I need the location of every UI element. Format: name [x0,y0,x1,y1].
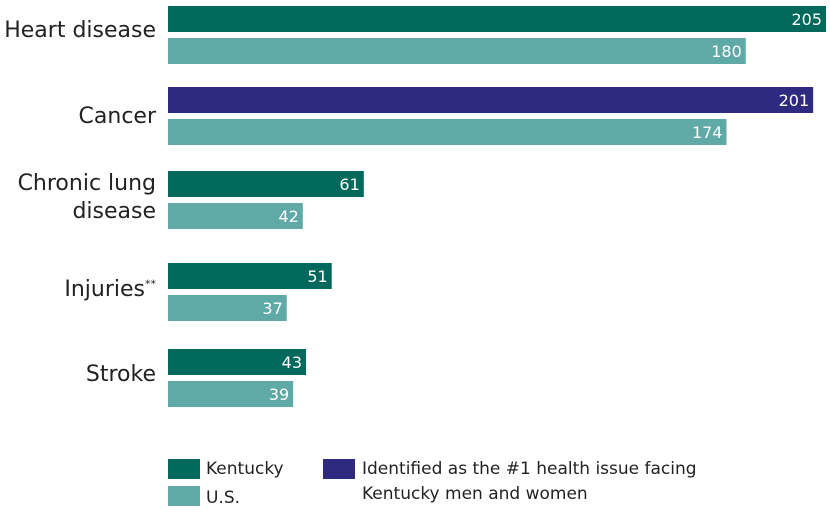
bar-cancer-kentucky [168,87,814,113]
value-label-injuries-us: 37 [262,299,282,318]
category-label-stroke: Stroke [86,361,156,389]
category-label-cancer: Cancer [79,103,156,131]
bar-stroke-us [168,381,294,407]
value-label-stroke-kentucky: 43 [282,353,302,372]
value-label-cancer-us: 174 [692,123,723,142]
category-label-cancer-text: Cancer [78,104,156,129]
value-label-injuries-kentucky: 51 [307,267,327,286]
bar-chronic-lung-disease-kentucky [168,171,364,197]
value-label-heart-disease-kentucky: 205 [791,10,822,29]
bar-heart-disease-us [168,38,746,64]
category-label-injuries: Injuries** [64,276,156,304]
legend-swatch-highlight [323,459,355,479]
value-label-chronic-lung-disease-kentucky: 61 [339,175,359,194]
category-label-stroke-text: Stroke [85,362,156,387]
legend-swatch-kentucky [168,459,200,479]
category-label-chronic-lung-disease: Chronic lung disease [18,170,156,225]
bar-stroke-kentucky [168,349,307,375]
legend-label-kentucky: Kentucky [206,459,284,479]
category-label-lung-line2: disease [72,198,156,224]
value-label-heart-disease-us: 180 [711,42,742,61]
bar-heart-disease-kentucky [168,6,826,32]
value-label-stroke-us: 39 [269,385,289,404]
legend-swatch-us [168,486,200,506]
bar-cancer-us [168,119,727,145]
value-label-chronic-lung-disease-us: 42 [278,207,298,226]
category-label-heart-disease: Heart disease [4,17,156,45]
injuries-footnote-marker: ** [145,277,156,291]
category-label-injuries-text: Injuries [64,277,145,302]
bar-injuries-us [168,295,287,321]
category-label-lung-line1: Chronic lung [17,171,156,196]
bar-chronic-lung-disease-us [168,203,303,229]
legend-label-us: U.S. [206,488,241,508]
bar-injuries-kentucky [168,263,332,289]
legend-label-highlight-line2: Kentucky men and women [362,484,588,504]
value-label-cancer-kentucky: 201 [779,91,810,110]
legend-label-highlight-line1: Identified as the #1 health issue facing [362,459,697,479]
category-label-heart-disease-text: Heart disease [4,18,156,43]
